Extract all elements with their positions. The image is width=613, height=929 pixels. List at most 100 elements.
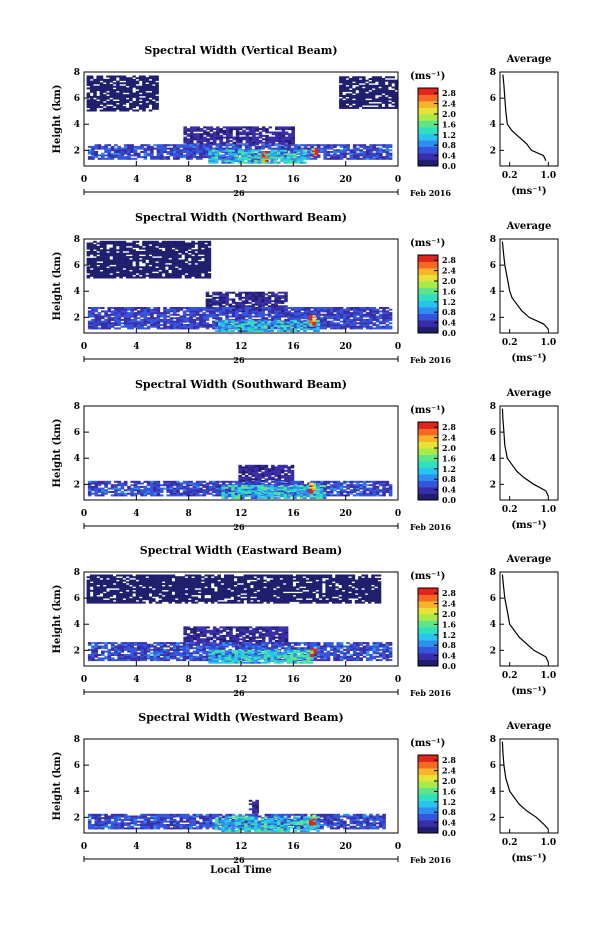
- heatmap-cell: [89, 107, 94, 110]
- heatmap-cell: [86, 254, 91, 257]
- heatmap-cell: [133, 154, 138, 157]
- heatmap-cell: [218, 485, 223, 488]
- heatmap-cell: [251, 474, 256, 477]
- colorbar-swatch: [418, 271, 438, 275]
- heatmap-cell: [116, 107, 120, 110]
- heatmap-cell: [138, 273, 143, 276]
- heatmap-cell: [245, 140, 250, 142]
- heatmap-cell: [294, 144, 298, 147]
- heatmap-cell: [179, 156, 184, 159]
- heatmap-cell: [359, 310, 363, 313]
- heatmap-cell: [122, 261, 127, 264]
- heatmap-cell: [155, 257, 159, 260]
- heatmap-cell: [237, 326, 242, 329]
- heatmap-cell: [169, 482, 174, 485]
- heatmap-cell: [241, 156, 245, 159]
- heatmap-cell: [368, 100, 373, 103]
- heatmap-cell: [215, 303, 220, 306]
- heatmap-cell: [137, 147, 141, 150]
- heatmap-cell: [218, 145, 223, 148]
- heatmap-cell: [89, 85, 94, 88]
- heatmap-cell: [358, 101, 363, 104]
- heatmap-cell: [381, 91, 386, 94]
- heatmap-cell: [130, 324, 134, 326]
- heatmap-cell: [129, 107, 133, 110]
- heatmap-cell: [212, 313, 216, 316]
- heatmap-cell: [123, 318, 128, 321]
- heatmap-cell: [130, 492, 134, 495]
- heatmap-cell: [313, 330, 317, 332]
- heatmap-cell: [171, 268, 176, 270]
- heatmap-cell: [388, 106, 392, 109]
- heatmap-cell: [280, 308, 285, 311]
- heatmap-cell: [369, 317, 373, 320]
- heatmap-cell: [212, 147, 216, 150]
- heatmap-cell: [110, 491, 115, 493]
- heatmap-cell: [201, 256, 205, 259]
- heatmap-cell: [214, 156, 219, 159]
- heatmap-cell: [330, 157, 334, 160]
- heatmap-cell: [129, 249, 133, 252]
- heatmap-cell: [378, 78, 382, 80]
- heatmap-cell: [290, 476, 295, 479]
- heatmap-cell: [145, 104, 150, 107]
- heatmap-cell: [336, 156, 341, 159]
- heatmap-cell: [103, 259, 107, 262]
- heatmap-cell: [212, 307, 216, 309]
- heatmap-cell: [330, 307, 334, 309]
- heatmap-cell: [293, 149, 297, 152]
- heatmap-cell: [244, 323, 248, 326]
- heatmap-cell: [97, 489, 102, 492]
- heatmap-cell: [114, 489, 118, 492]
- heatmap-cell: [120, 151, 125, 153]
- heatmap-cell: [182, 310, 187, 313]
- average-frame: [499, 71, 559, 167]
- heatmap-cell: [94, 322, 99, 325]
- colorbar-swatch: [418, 127, 438, 131]
- heatmap-cell: [369, 494, 373, 497]
- heatmap-cell: [171, 273, 176, 276]
- heatmap-cell: [241, 469, 246, 472]
- heatmap-cell: [309, 324, 314, 327]
- heatmap-cell: [86, 77, 91, 80]
- heatmap-cell: [388, 76, 392, 79]
- heatmap-cell: [280, 312, 285, 315]
- heatmap-cell: [261, 300, 265, 303]
- heatmap-cell: [311, 155, 316, 158]
- heatmap-cell: [109, 80, 114, 83]
- heatmap-cell: [214, 158, 219, 161]
- heatmap-cell: [379, 494, 383, 497]
- heatmap-cell: [299, 154, 304, 157]
- x-tick-label: 8: [186, 175, 192, 185]
- heatmap-cell: [150, 324, 154, 326]
- heatmap-cell: [135, 259, 140, 262]
- heatmap-cell: [336, 482, 341, 485]
- heatmap-cell: [358, 93, 363, 96]
- heatmap-cell: [191, 249, 195, 252]
- heatmap-cell: [348, 86, 353, 89]
- heatmap-cell: [97, 313, 102, 316]
- heatmap-cell: [362, 313, 367, 316]
- heatmap-cell: [208, 482, 213, 485]
- heatmap-cell: [155, 274, 159, 277]
- heatmap-cell: [179, 482, 184, 485]
- heatmap-cell: [362, 482, 367, 485]
- heatmap-cell: [123, 144, 128, 147]
- heatmap-cell: [86, 259, 91, 262]
- heatmap-cell: [183, 140, 187, 142]
- heatmap-cell: [156, 327, 161, 330]
- heatmap-cell: [215, 315, 220, 318]
- heatmap-cell: [231, 315, 236, 318]
- heatmap-cell: [130, 154, 134, 157]
- heatmap-cell: [91, 157, 95, 160]
- heatmap-cells: [86, 75, 399, 164]
- heatmap-cell: [106, 97, 110, 100]
- heatmap-cell: [156, 145, 161, 148]
- colorbar-tick-label: 2.4: [442, 99, 456, 109]
- heatmap-cell: [192, 312, 197, 315]
- heatmap-cell: [116, 80, 120, 83]
- heatmap-cell: [93, 262, 97, 265]
- heatmap-cell: [138, 245, 143, 248]
- heatmap-cell: [244, 291, 249, 294]
- heatmap-cell: [130, 327, 134, 330]
